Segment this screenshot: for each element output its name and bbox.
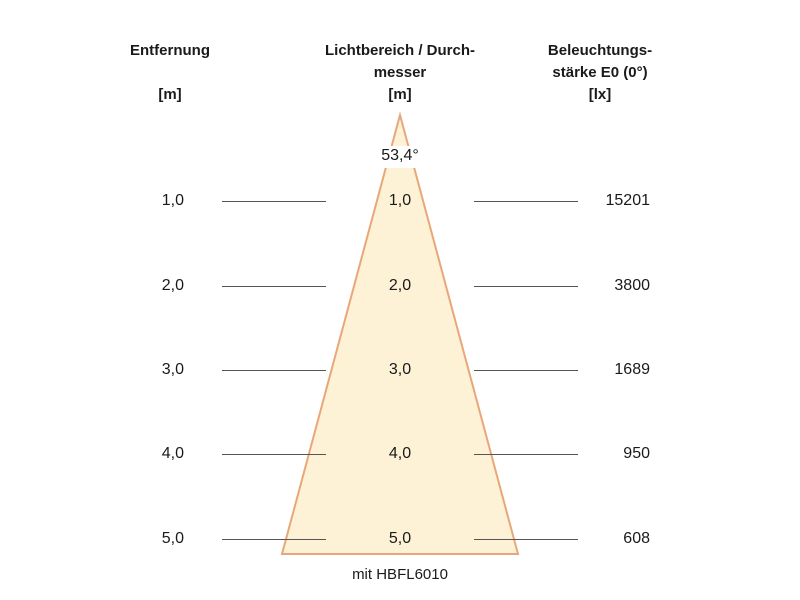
diameter-value-4: 4,0 — [388, 445, 412, 462]
illuminance-value-4: 950 — [623, 445, 650, 462]
diameter-value-5: 5,0 — [388, 530, 412, 547]
illuminance-value-1: 15201 — [605, 192, 651, 209]
footer-note: mit HBFL6010 — [352, 566, 448, 583]
right-rule-2 — [474, 286, 578, 287]
left-rule-4 — [222, 454, 326, 455]
distance-value-2: 2,0 — [161, 277, 184, 294]
illuminance-header-unit: [lx] — [588, 86, 612, 103]
diameter-value-1: 1,0 — [388, 192, 412, 209]
beam-angle-label: 53,4° — [381, 147, 419, 164]
light-cone — [280, 111, 520, 555]
illuminance-value-3: 1689 — [614, 361, 650, 378]
right-rule-1 — [474, 201, 578, 202]
left-rule-1 — [222, 201, 326, 202]
left-rule-2 — [222, 286, 326, 287]
diameter-header-line-1: Lichtbereich / Durch- — [324, 42, 476, 59]
illuminance-value-5: 608 — [623, 530, 650, 547]
distance-header: Entfernung [m] — [110, 40, 230, 106]
illuminance-header-line-2: stärke E0 (0°) — [552, 64, 648, 81]
distance-value-3: 3,0 — [161, 361, 184, 378]
diameter-header-unit: [m] — [388, 86, 412, 103]
distance-value-1: 1,0 — [161, 192, 184, 209]
right-rule-3 — [474, 370, 578, 371]
distance-value-4: 4,0 — [161, 445, 184, 462]
diameter-value-3: 3,0 — [388, 361, 412, 378]
diameter-value-2: 2,0 — [388, 277, 412, 294]
distance-value-5: 5,0 — [161, 530, 184, 547]
right-rule-4 — [474, 454, 578, 455]
angle-label-background — [370, 146, 430, 168]
left-rule-5 — [222, 539, 326, 540]
distance-header-unit: [m] — [158, 86, 182, 103]
right-rule-5 — [474, 539, 578, 540]
left-rule-3 — [222, 370, 326, 371]
distance-header-line-1: Entfernung — [130, 42, 210, 59]
illuminance-value-2: 3800 — [614, 277, 650, 294]
illuminance-header-line-1: Beleuchtungs- — [547, 42, 653, 59]
illuminance-header: Beleuchtungs- stärke E0 (0°) [lx] — [520, 40, 680, 106]
diameter-header: Lichtbereich / Durch- messer [m] — [300, 40, 500, 106]
diameter-header-line-2: messer — [373, 64, 427, 81]
